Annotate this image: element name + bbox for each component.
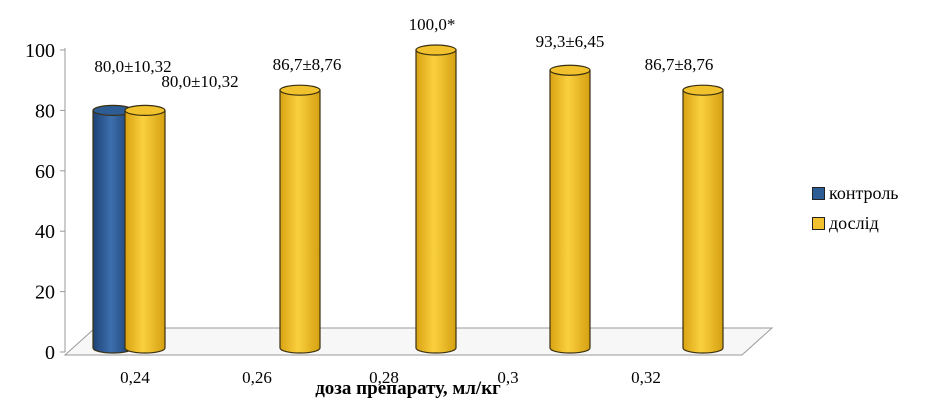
bar-experiment <box>683 85 723 353</box>
bar-experiment-body <box>125 110 165 353</box>
bar-experiment-body <box>280 90 320 353</box>
x-tick-label: 0,26 <box>242 368 272 387</box>
chart-legend: контроль дослід <box>812 178 899 238</box>
bar-experiment-top <box>125 105 165 115</box>
y-tick-label: 20 <box>35 282 55 304</box>
bar-experiment-top <box>683 85 723 95</box>
x-axis-title: доза препарату, мл/кг <box>315 378 501 399</box>
bar-experiment <box>280 85 320 353</box>
bar-experiment <box>416 45 456 353</box>
legend-label-experiment: дослід <box>829 213 879 234</box>
bar-experiment-body <box>683 90 723 353</box>
bar-experiment <box>550 65 590 353</box>
bar-experiment-top <box>280 85 320 95</box>
data-label: 80,0±10,32 <box>161 72 238 91</box>
y-tick-label: 100 <box>25 40 55 62</box>
legend-label-control: контроль <box>829 183 899 204</box>
data-label: 86,7±8,76 <box>273 55 342 74</box>
legend-swatch-control <box>812 187 825 200</box>
y-tick-label: 80 <box>35 100 55 122</box>
bar-experiment-top <box>416 45 456 55</box>
y-tick-label: 60 <box>35 161 55 183</box>
x-tick-label: 0,24 <box>120 368 150 387</box>
legend-item-experiment: дослід <box>812 208 899 238</box>
y-tick-label: 40 <box>35 221 55 243</box>
legend-swatch-experiment <box>812 217 825 230</box>
data-label: 93,3±6,45 <box>536 32 605 51</box>
bar-experiment <box>125 105 165 353</box>
bar-experiment-body <box>550 70 590 353</box>
bar-experiment-top <box>550 65 590 75</box>
y-tick-label: 0 <box>45 342 55 364</box>
data-label: 100,0* <box>409 15 456 34</box>
data-label: 80,0±10,32 <box>94 57 171 76</box>
data-label: 86,7±8,76 <box>645 55 714 74</box>
legend-item-control: контроль <box>812 178 899 208</box>
x-tick-label: 0,32 <box>631 368 661 387</box>
bar-experiment-body <box>416 50 456 353</box>
chart-bars <box>93 45 723 353</box>
